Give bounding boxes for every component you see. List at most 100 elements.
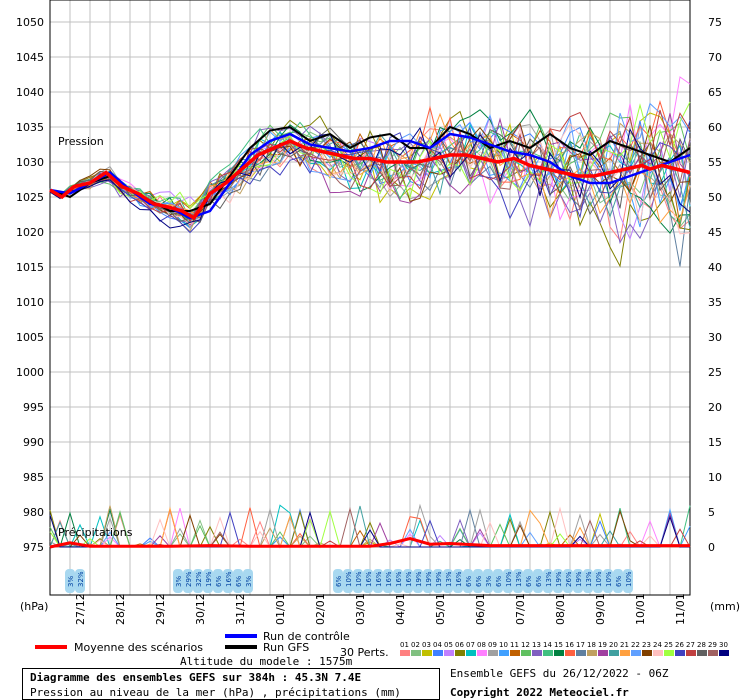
right-unit-label: (mm) (710, 600, 740, 613)
precip-prob-bubble (533, 569, 543, 593)
date-tick-label: 06/01 (474, 593, 487, 625)
legend-gfs-label: Run GFS (263, 641, 309, 654)
pert-color-swatch (609, 650, 619, 656)
altitude-text: Altitude du modele : 1575m (180, 655, 353, 668)
pert-number-label: 28 (697, 641, 706, 649)
precip-prob-label: 32% (195, 571, 203, 587)
date-tick-label: 31/12 (234, 593, 247, 625)
pert-number-label: 02 (411, 641, 420, 649)
precip-prob-bubble (75, 569, 85, 593)
precip-tick-label: 40 (708, 261, 722, 274)
precip-prob-label: 10% (625, 571, 633, 587)
date-tick-label: 10/01 (634, 593, 647, 625)
pert-color-swatch (455, 650, 465, 656)
pert-number-label: 20 (609, 641, 618, 649)
precip-prob-bubble (623, 569, 633, 593)
date-tick-label: 29/12 (154, 593, 167, 625)
precip-prob-label: 6% (465, 576, 473, 587)
precip-prob-bubble (213, 569, 223, 593)
date-tick-label: 03/01 (354, 593, 367, 625)
pressure-tick-label: 980 (23, 506, 44, 519)
pert-color-swatch (675, 650, 685, 656)
precip-tick-label: 55 (708, 156, 722, 169)
precip-prob-label: 3% (245, 576, 253, 587)
pert-legend: 01 02 03 04 05 06 07 08 09 10 11 12 13 14 15 16 17 18 19 20… (400, 641, 729, 656)
pert-color-swatch (400, 650, 410, 656)
date-tick-label: 08/01 (554, 593, 567, 625)
pressure-tick-label: 1050 (16, 16, 44, 29)
pressure-tick-label: 1010 (16, 296, 44, 309)
precip-prob-bubble (523, 569, 533, 593)
pressure-tick-label: 1045 (16, 51, 44, 64)
precip-prob-bubble (503, 569, 513, 593)
date-tick-label: 30/12 (194, 593, 207, 625)
pert-color-swatch (697, 650, 707, 656)
pressure-tick-label: 1030 (16, 156, 44, 169)
pert-color-swatch (554, 650, 564, 656)
precip-prob-bubble (413, 569, 423, 593)
pert-color-swatch (708, 650, 718, 656)
pert-color-swatch (587, 650, 597, 656)
plot-frame (49, 0, 691, 596)
series-lines (49, 125, 691, 549)
pert-number-label: 21 (620, 641, 629, 649)
pert-number-label: 30 (719, 641, 728, 649)
precip-prob-bubble (233, 569, 243, 593)
precip-tick-label: 50 (708, 191, 722, 204)
pert-number-label: 19 (598, 641, 607, 649)
pert-number-label: 24 (653, 641, 662, 649)
pressure-tick-label: 1040 (16, 86, 44, 99)
precip-prob-bubble (613, 569, 623, 593)
pert-number-label: 16 (565, 641, 574, 649)
precip-prob-bubble (243, 569, 253, 593)
precip-prob-label: 19% (435, 571, 443, 587)
date-axis: 27/12 28/12 29/12 30/12 31/12 01/01 02/01 03/01… (74, 593, 687, 625)
precip-prob-bubble (463, 569, 473, 593)
precip-prob-label: 10% (345, 571, 353, 587)
pert-color-swatch (576, 650, 586, 656)
precip-prob-bubble (473, 569, 483, 593)
pert-number-label: 06 (455, 641, 464, 649)
pert-color-swatch (499, 650, 509, 656)
pert-color-swatch (477, 650, 487, 656)
precip-tick-label: 5 (708, 506, 715, 519)
run-text: Ensemble GEFS du 26/12/2022 - 06Z (450, 667, 669, 680)
date-tick-label: 02/01 (314, 593, 327, 625)
precip-prob-bubble (363, 569, 373, 593)
pressure-tick-label: 985 (23, 471, 44, 484)
member-line (49, 114, 691, 241)
date-tick-label: 04/01 (394, 593, 407, 625)
pressure-tick-label: 1025 (16, 191, 44, 204)
precip-prob-bubble (453, 569, 463, 593)
pressure-axis: 1050 1045 1040 1035 1030 1025 1020 1015 1010 1005… (16, 16, 44, 554)
pert-number-label: 13 (532, 641, 541, 649)
precip-tick-label: 75 (708, 16, 722, 29)
precip-prob-label: 10% (505, 571, 513, 587)
pert-color-swatch (510, 650, 520, 656)
precip-prob-label: 32% (77, 571, 85, 587)
precip-prob-bubble (183, 569, 193, 593)
pression-label: Pression (58, 135, 104, 148)
precip-prob-bubble (373, 569, 383, 593)
precip-prob-bubble (173, 569, 183, 593)
legend-mean-label: Moyenne des scénarios (74, 641, 203, 654)
pressure-tick-label: 1005 (16, 331, 44, 344)
pert-number-label: 08 (477, 641, 486, 649)
pert-number-label: 23 (642, 641, 651, 649)
pert-color-swatch (565, 650, 575, 656)
precip-prob-label: 16% (455, 571, 463, 587)
pressure-tick-label: 1035 (16, 121, 44, 134)
pert-number-label: 26 (675, 641, 684, 649)
precip-prob-bubble (553, 569, 563, 593)
precip-tick-label: 60 (708, 121, 722, 134)
pert-number-label: 09 (488, 641, 497, 649)
pert-number-label: 22 (631, 641, 640, 649)
precip-prob-label: 3% (175, 576, 183, 587)
precip-tick-label: 30 (708, 331, 722, 344)
pert-color-swatch (653, 650, 663, 656)
pressure-tick-label: 975 (23, 541, 44, 554)
pert-color-swatch (664, 650, 674, 656)
precip-prob-bubble (343, 569, 353, 593)
precip-prob-bubble (433, 569, 443, 593)
precip-tick-label: 35 (708, 296, 722, 309)
